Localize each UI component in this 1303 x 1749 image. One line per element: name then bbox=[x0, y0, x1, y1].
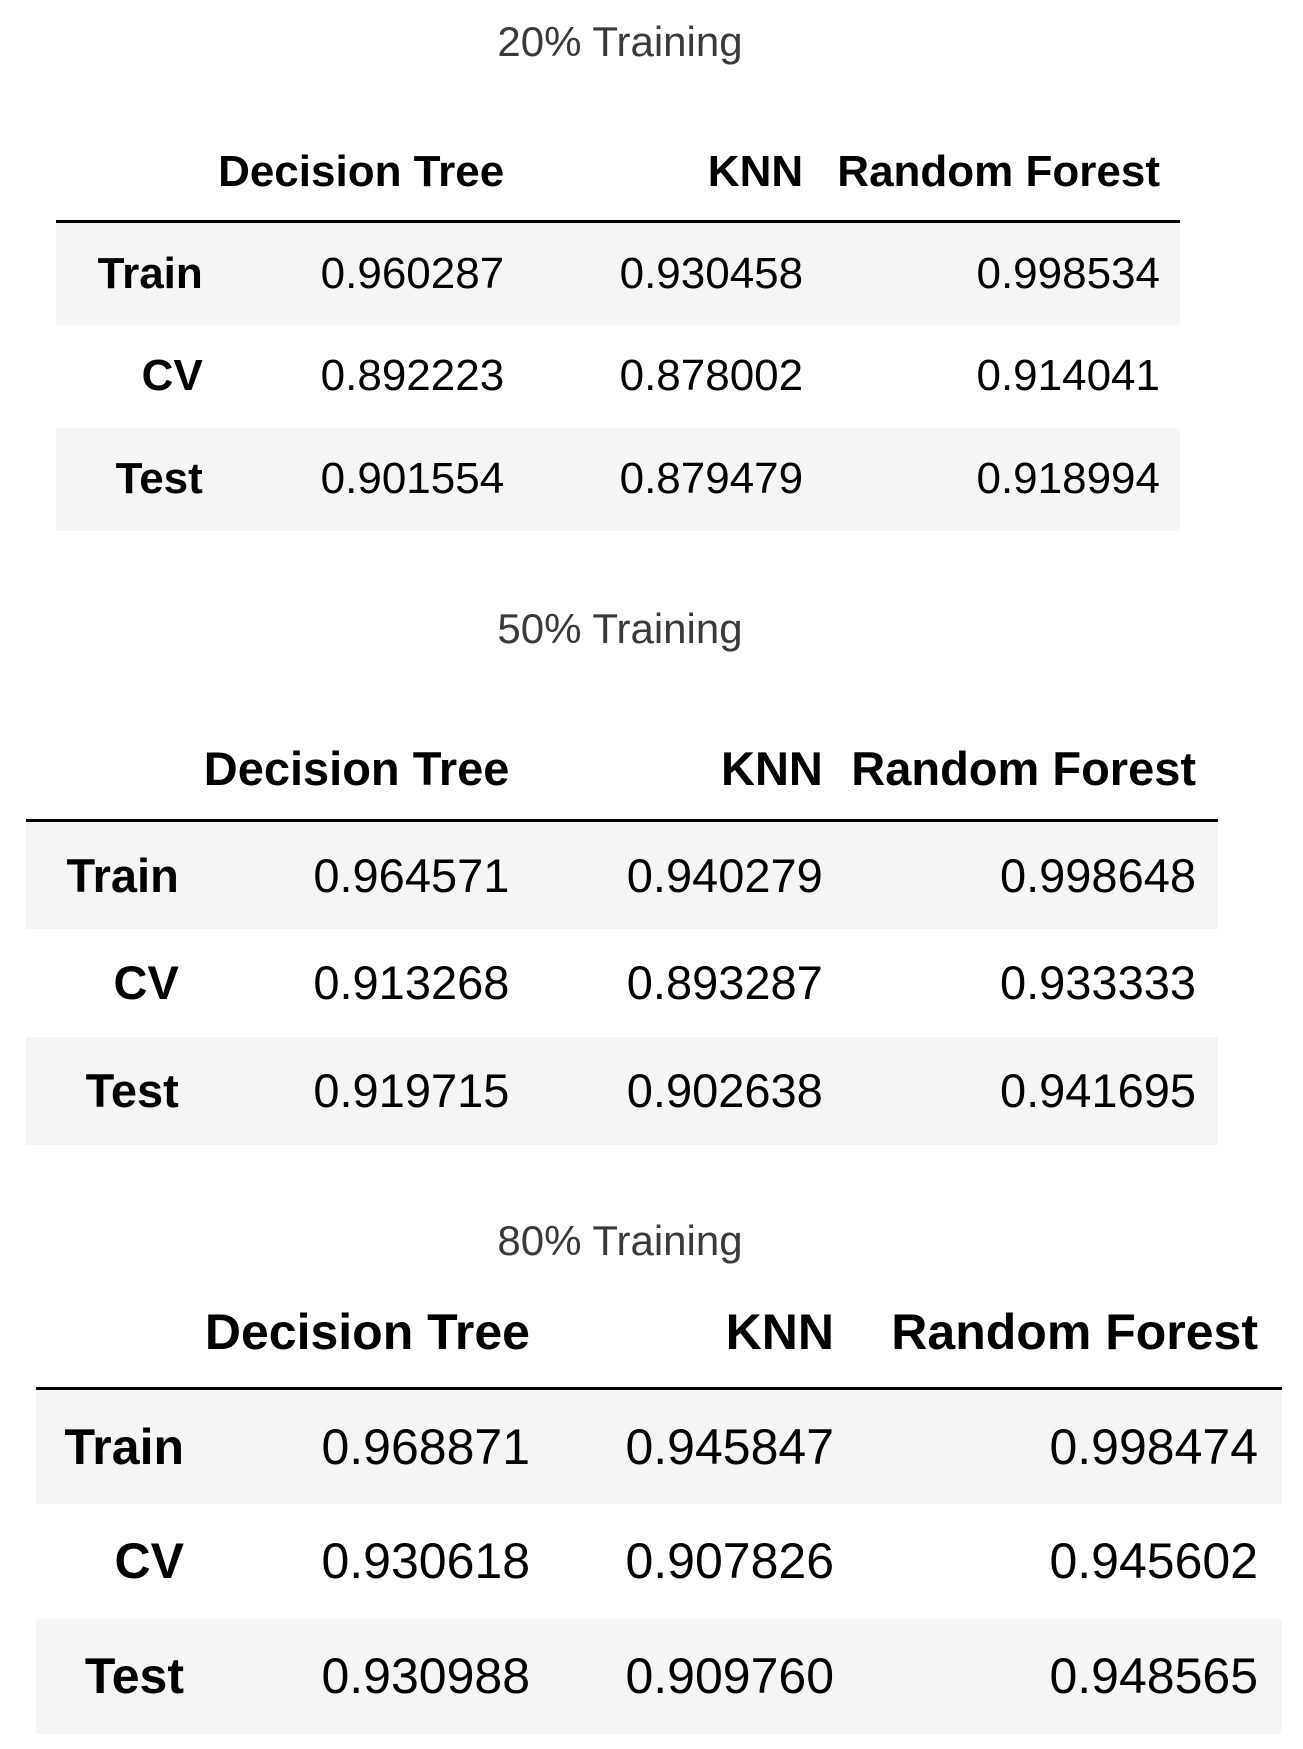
row-label: Train bbox=[66, 848, 179, 902]
table-cell: 0.907826 bbox=[625, 1533, 834, 1589]
table-cell: 0.892223 bbox=[320, 351, 505, 400]
table-cell: 0.878002 bbox=[619, 351, 804, 400]
table-cell: 0.914041 bbox=[976, 351, 1160, 400]
table-cell: 0.930618 bbox=[321, 1533, 530, 1589]
table-cell: 0.960287 bbox=[320, 248, 505, 298]
row-label: Test bbox=[84, 1648, 184, 1704]
header-row: Decision Tree KNN Random Forest bbox=[26, 717, 1218, 821]
table-cell: 0.893287 bbox=[626, 956, 823, 1009]
header-row: Decision Tree KNN Random Forest bbox=[56, 124, 1180, 222]
row-label: CV bbox=[141, 351, 203, 400]
table-caption: 50% Training bbox=[497, 605, 743, 652]
table-row: CV 0.913268 0.893287 0.933333 bbox=[26, 928, 1218, 1037]
table-cell: 0.933333 bbox=[999, 956, 1196, 1009]
table-cell: 0.998648 bbox=[999, 848, 1196, 902]
column-header: Random Forest bbox=[837, 147, 1160, 196]
table-caption: 80% Training bbox=[497, 1217, 743, 1264]
table-cell: 0.918994 bbox=[976, 454, 1160, 503]
column-header: KNN bbox=[725, 1304, 834, 1360]
table-cell: 0.902638 bbox=[626, 1064, 823, 1117]
row-label: Train bbox=[97, 248, 203, 298]
column-header: Decision Tree bbox=[218, 147, 505, 196]
table-cell: 0.998534 bbox=[976, 248, 1160, 298]
results-table: Decision Tree KNN Random Forest Train 0.… bbox=[36, 1277, 1282, 1734]
index-header bbox=[26, 717, 179, 821]
row-label: Test bbox=[85, 1064, 179, 1117]
table-cell: 0.930988 bbox=[321, 1648, 530, 1704]
row-label: CV bbox=[113, 956, 179, 1009]
table-cell: 0.913268 bbox=[313, 956, 510, 1009]
column-header: Random Forest bbox=[851, 741, 1196, 795]
table-row: Train 0.964571 0.940279 0.998648 bbox=[26, 820, 1218, 929]
row-label: Test bbox=[115, 454, 203, 503]
table-cell: 0.964571 bbox=[313, 848, 510, 902]
table-cell: 0.968871 bbox=[321, 1418, 530, 1475]
table-cell: 0.909760 bbox=[625, 1648, 834, 1704]
table-cell: 0.998474 bbox=[1049, 1418, 1258, 1475]
column-header: Decision Tree bbox=[203, 741, 510, 795]
column-header: KNN bbox=[721, 741, 823, 795]
index-header bbox=[56, 124, 203, 222]
results-table: Decision Tree KNN Random Forest Train 0.… bbox=[56, 124, 1180, 531]
column-header: KNN bbox=[707, 147, 804, 196]
table-cell: 0.930458 bbox=[619, 248, 804, 298]
table-row: Test 0.930988 0.909760 0.948565 bbox=[36, 1618, 1282, 1734]
table-row: Train 0.960287 0.930458 0.998534 bbox=[56, 221, 1180, 325]
table-cell: 0.919715 bbox=[313, 1064, 510, 1117]
column-header: Decision Tree bbox=[204, 1304, 530, 1360]
row-label: Train bbox=[64, 1418, 184, 1475]
table-row: CV 0.892223 0.878002 0.914041 bbox=[56, 324, 1180, 428]
table-cell: 0.940279 bbox=[626, 848, 823, 902]
results-table: Decision Tree KNN Random Forest Train 0.… bbox=[26, 717, 1218, 1145]
index-header bbox=[36, 1277, 184, 1389]
table-row: Test 0.901554 0.879479 0.918994 bbox=[56, 427, 1180, 531]
column-header: Random Forest bbox=[891, 1304, 1258, 1360]
row-label: CV bbox=[114, 1533, 184, 1589]
table-cell: 0.945847 bbox=[625, 1418, 834, 1475]
table-row: Train 0.968871 0.945847 0.998474 bbox=[36, 1388, 1282, 1504]
table-cell: 0.941695 bbox=[999, 1064, 1196, 1117]
table-cell: 0.879479 bbox=[619, 454, 804, 503]
table-caption: 20% Training bbox=[497, 18, 743, 65]
table-row: Test 0.919715 0.902638 0.941695 bbox=[26, 1036, 1218, 1145]
header-row: Decision Tree KNN Random Forest bbox=[36, 1277, 1282, 1389]
table-cell: 0.948565 bbox=[1049, 1648, 1258, 1704]
table-row: CV 0.930618 0.907826 0.945602 bbox=[36, 1503, 1282, 1619]
table-cell: 0.901554 bbox=[320, 454, 505, 503]
table-cell: 0.945602 bbox=[1049, 1533, 1258, 1589]
